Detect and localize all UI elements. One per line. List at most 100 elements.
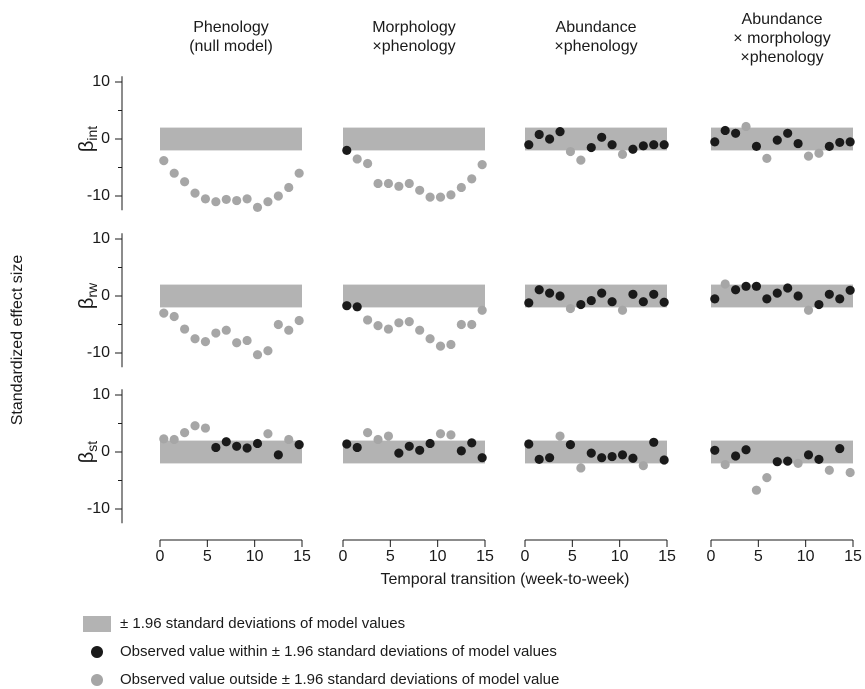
point: [803, 450, 814, 460]
point: [404, 178, 414, 189]
point: [783, 456, 793, 466]
point: [845, 285, 855, 295]
point: [638, 141, 648, 151]
y-tick-label: 0: [101, 443, 110, 460]
point: [824, 465, 834, 475]
point: [252, 438, 263, 449]
x-tick-label: 0: [339, 548, 348, 565]
point: [200, 337, 211, 347]
point: [232, 195, 242, 206]
point: [394, 318, 404, 328]
x-tick-label: 5: [568, 548, 577, 565]
point: [190, 334, 200, 344]
point: [404, 441, 414, 451]
point: [180, 177, 190, 187]
point: [221, 194, 231, 205]
point: [824, 141, 834, 152]
point: [232, 338, 242, 348]
legend-label: Observed value outside ± 1.96 standard d…: [120, 671, 559, 688]
point: [731, 128, 741, 138]
point: [394, 448, 404, 458]
model-band: [160, 284, 302, 308]
point: [415, 445, 425, 455]
point: [783, 283, 793, 293]
point: [597, 132, 607, 142]
point: [425, 192, 435, 202]
point: [352, 154, 362, 164]
point: [803, 305, 814, 315]
point: [659, 297, 669, 307]
point: [242, 335, 252, 346]
point: [394, 181, 404, 191]
point: [467, 438, 477, 448]
point: [772, 457, 782, 467]
x-tick-label: 0: [156, 548, 165, 565]
point: [720, 279, 730, 289]
point: [467, 174, 477, 184]
x-tick-label: 10: [611, 548, 629, 565]
point: [242, 443, 252, 453]
point: [435, 429, 446, 439]
point: [586, 295, 596, 306]
row-label: βst: [76, 441, 99, 464]
legend-swatch: [83, 616, 111, 632]
point: [363, 315, 373, 325]
point: [576, 299, 586, 310]
point: [751, 281, 762, 291]
point: [342, 439, 352, 449]
point: [352, 442, 362, 453]
point: [628, 453, 638, 463]
point: [545, 288, 555, 298]
row-label-symbol: β: [76, 298, 98, 310]
point: [845, 467, 855, 478]
x-tick-label: 15: [844, 548, 862, 565]
point: [617, 305, 628, 315]
point: [467, 319, 477, 330]
point: [762, 153, 772, 163]
point: [586, 142, 596, 153]
point: [534, 454, 544, 465]
point: [363, 428, 373, 438]
point: [814, 148, 824, 158]
point: [741, 445, 751, 455]
row-label-subscript: st: [84, 441, 100, 452]
model-band: [343, 440, 485, 464]
row-label-symbol: β: [76, 452, 98, 464]
y-tick-label: 0: [101, 130, 110, 147]
point: [824, 289, 834, 299]
point: [741, 121, 751, 132]
point: [638, 297, 648, 307]
point: [565, 439, 576, 450]
point: [383, 178, 394, 189]
point: [273, 191, 283, 201]
column-title: Abundance: [556, 19, 637, 36]
point: [545, 453, 555, 463]
point: [373, 321, 383, 331]
legend-marker: [91, 674, 103, 686]
row-label: βrw: [76, 282, 99, 309]
point: [576, 463, 586, 473]
point: [659, 455, 669, 465]
point: [477, 453, 487, 463]
point: [252, 202, 263, 212]
x-tick-label: 5: [754, 548, 763, 565]
point: [190, 421, 200, 431]
point: [211, 442, 221, 453]
point: [190, 188, 200, 198]
point: [597, 288, 607, 298]
point: [607, 451, 617, 462]
point: [793, 138, 803, 149]
point: [284, 182, 294, 193]
y-tick-label: 10: [92, 73, 110, 90]
point: [803, 151, 814, 161]
point: [649, 289, 659, 299]
point: [565, 303, 576, 314]
point: [586, 448, 596, 458]
point: [263, 197, 273, 207]
point: [180, 428, 190, 438]
point: [524, 298, 534, 308]
model-band: [711, 440, 853, 464]
point: [415, 185, 425, 195]
column-title: Abundance: [742, 11, 823, 28]
